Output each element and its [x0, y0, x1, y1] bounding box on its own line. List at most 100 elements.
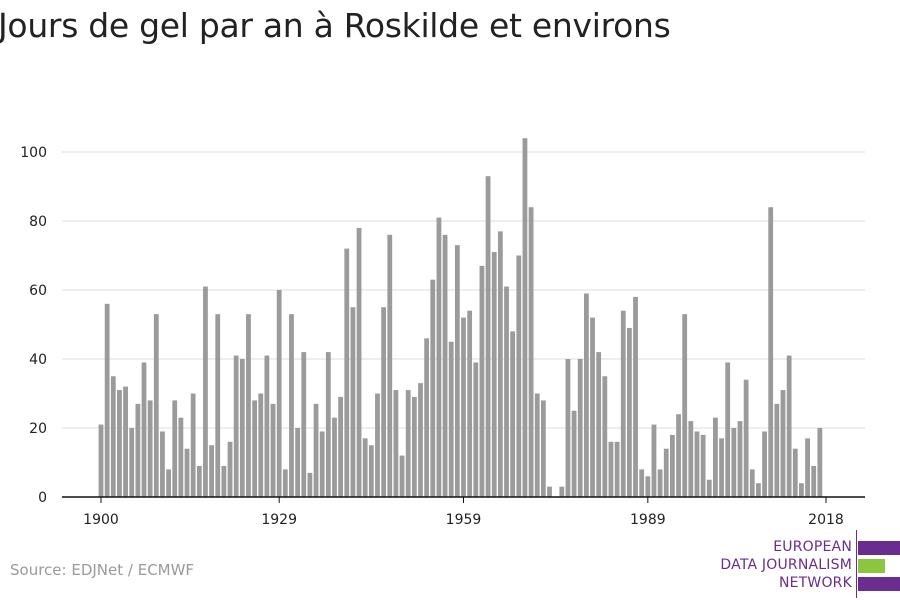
bars	[98, 138, 823, 498]
logo-divider	[856, 530, 857, 598]
bar-2016	[811, 465, 817, 497]
bar-2013	[792, 448, 798, 497]
bar-2006	[749, 469, 755, 497]
bar-1911	[166, 469, 171, 497]
bar-1919	[215, 314, 221, 497]
bar-1961	[473, 362, 479, 497]
logo-text-line-2: DATA JOURNALISM	[720, 557, 852, 573]
y-tick-label: 60	[29, 283, 47, 299]
bar-1954	[430, 279, 436, 497]
bar-2010	[774, 403, 780, 497]
bar-1955	[436, 217, 442, 498]
bar-1981	[596, 352, 602, 497]
bar-1984	[614, 441, 620, 497]
bar-1960	[467, 310, 473, 497]
bar-1956	[442, 234, 448, 498]
bar-1907	[141, 362, 147, 497]
bar-1991	[657, 469, 663, 497]
bar-2000	[713, 417, 718, 497]
bar-1908	[147, 400, 153, 497]
logo-text-line-3: NETWORK	[778, 575, 852, 591]
bar-1944	[368, 445, 374, 497]
bar-1901	[104, 303, 110, 497]
bar-1988	[639, 469, 645, 497]
bar-1978	[577, 359, 583, 497]
bar-1976	[565, 359, 571, 497]
bar-1906	[135, 403, 141, 497]
bar-1990	[651, 424, 657, 497]
bar-1929	[276, 290, 282, 497]
bar-2005	[743, 379, 749, 497]
bar-1939	[338, 396, 344, 497]
x-axis: 1900 1929 1959 1989 2018	[62, 496, 865, 528]
bar-1942	[356, 227, 362, 497]
bar-1951	[411, 396, 417, 497]
bar-1962	[479, 265, 485, 497]
bar-1952	[418, 383, 423, 497]
bar-chart: 0 20 40 60 80 100 1900 1929 1959 1989 2018	[20, 138, 865, 528]
bar-1925	[252, 400, 257, 497]
bar-1937	[325, 352, 331, 497]
bar-1975	[559, 486, 565, 497]
y-tick-label: 20	[29, 421, 47, 437]
bar-1900	[98, 424, 104, 497]
bar-1967	[510, 331, 516, 497]
bar-1924	[246, 314, 251, 497]
bar-1973	[547, 486, 552, 497]
bar-1959	[461, 317, 466, 497]
bar-1989	[645, 476, 651, 497]
bar-1928	[270, 403, 276, 497]
bar-1931	[289, 314, 294, 497]
bar-1910	[160, 431, 165, 497]
bar-1918	[209, 445, 214, 497]
bar-1982	[602, 376, 608, 497]
bar-1985	[620, 310, 626, 497]
bar-2004	[737, 421, 743, 497]
bar-1927	[264, 355, 270, 497]
logo-bar-green	[858, 559, 885, 573]
bar-2012	[786, 355, 792, 497]
x-tick-label: 1959	[446, 512, 482, 528]
bar-1993	[670, 434, 675, 497]
bar-1966	[504, 286, 509, 497]
bar-1913	[178, 417, 184, 497]
logo-bar-purple-top	[858, 541, 900, 555]
bar-1945	[375, 393, 380, 497]
bar-1930	[282, 469, 288, 497]
bar-1932	[295, 428, 301, 497]
bar-2009	[768, 207, 774, 497]
bar-1923	[239, 359, 245, 497]
bar-1917	[203, 286, 208, 497]
bar-1965	[497, 231, 503, 497]
logo-text-line-1: EUROPEAN	[773, 539, 852, 555]
bar-1969	[522, 138, 528, 497]
bar-1902	[110, 376, 116, 497]
bar-2017	[817, 428, 823, 497]
bar-1950	[405, 390, 411, 497]
bar-1904	[123, 386, 128, 497]
y-tick-label: 0	[38, 490, 47, 506]
bar-1986	[626, 327, 632, 497]
bar-1999	[706, 479, 712, 497]
bar-1922	[233, 355, 239, 497]
bar-1957	[448, 341, 454, 497]
bar-1943	[362, 438, 368, 497]
bar-1909	[153, 314, 159, 497]
bar-1998	[700, 434, 706, 497]
bar-1920	[221, 465, 227, 497]
bar-2002	[725, 362, 731, 497]
bar-1916	[196, 465, 202, 497]
bar-1958	[454, 245, 460, 497]
bar-1933	[301, 352, 307, 497]
bar-1953	[424, 338, 430, 497]
logo-bar-purple-bottom	[858, 577, 900, 591]
bar-1997	[694, 431, 700, 497]
x-tick-label: 1929	[261, 512, 297, 528]
x-tick-label: 1989	[630, 512, 666, 528]
y-tick-label: 80	[29, 214, 47, 230]
x-tick-label: 2018	[808, 512, 844, 528]
bar-1996	[688, 421, 694, 497]
x-tick-label: 1900	[83, 512, 119, 528]
bar-2015	[805, 438, 810, 497]
bar-1980	[590, 317, 595, 497]
